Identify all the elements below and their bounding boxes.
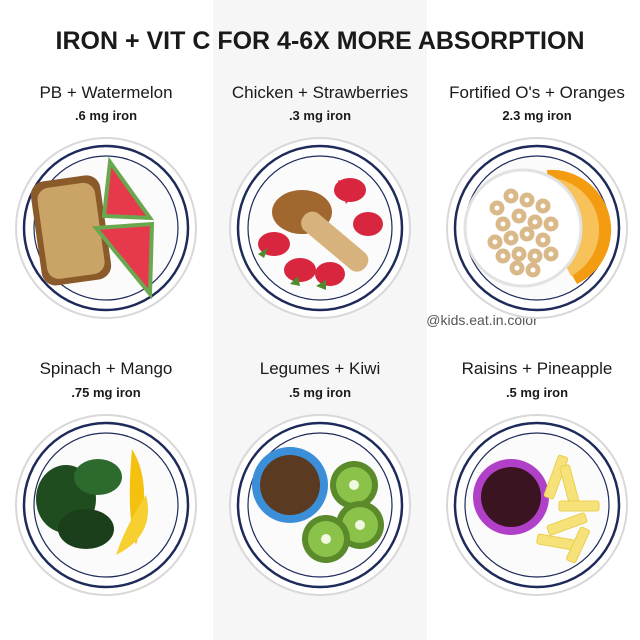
- iron-amount: .5 mg iron: [506, 385, 568, 400]
- plate: [228, 413, 412, 597]
- iron-amount: .5 mg iron: [289, 385, 351, 400]
- iron-amount: .6 mg iron: [75, 108, 137, 123]
- plate: [228, 136, 412, 320]
- plate: [445, 136, 629, 320]
- plate: [14, 413, 198, 597]
- item-label: Chicken + Strawberries: [232, 83, 408, 102]
- iron-amount: .3 mg iron: [289, 108, 351, 123]
- plate: [14, 136, 198, 320]
- item-label: Spinach + Mango: [40, 359, 173, 378]
- item-label: PB + Watermelon: [39, 83, 172, 102]
- iron-amount: .75 mg iron: [71, 385, 140, 400]
- iron-amount: 2.3 mg iron: [502, 108, 571, 123]
- watermark: @kids.eat.in.color: [426, 312, 538, 328]
- item-label: Legumes + Kiwi: [260, 359, 380, 378]
- title: IRON + VIT C FOR 4-6X MORE ABSORPTION: [56, 27, 585, 55]
- item-label: Fortified O's + Oranges: [449, 83, 625, 102]
- plate: [445, 413, 629, 597]
- item-label: Raisins + Pineapple: [462, 359, 613, 378]
